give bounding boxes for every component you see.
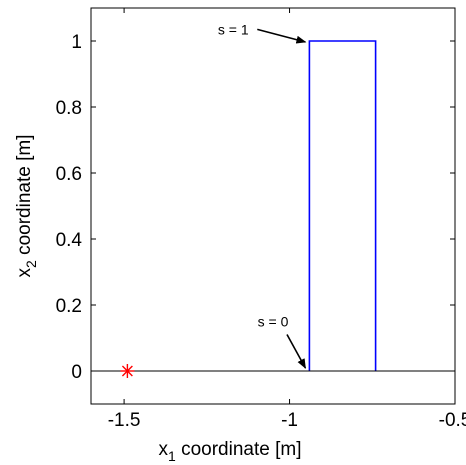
- x-tick-label: -1.5: [108, 410, 141, 431]
- annotation-arrow: [257, 28, 307, 44]
- start-marker: [120, 364, 135, 378]
- plot-frame: [90, 7, 456, 405]
- y-tick-label: 0.4: [56, 230, 83, 251]
- annotation-layer: s = 1 s = 0: [218, 21, 307, 369]
- y-tick-label: 0.6: [56, 164, 82, 185]
- y-axis-ticks: 0 0.2 0.4 0.6 0.8 1: [56, 32, 455, 383]
- annotation-label: s = 1: [218, 21, 249, 37]
- plot-area: [91, 8, 455, 404]
- x-tick-label: -0.5: [439, 410, 466, 431]
- series-layer: [91, 40, 455, 372]
- annotation-arrow: [286, 334, 307, 369]
- annotation-label: s = 0: [258, 313, 289, 329]
- x-axis-label: x1 coordinate [m]: [159, 439, 302, 464]
- y-tick-label: 0: [71, 362, 82, 383]
- y-tick-label: 0.2: [56, 296, 82, 317]
- x-tick-label: -1: [281, 410, 298, 431]
- y-tick-label: 0.8: [56, 98, 82, 119]
- y-tick-label: 1: [71, 32, 82, 53]
- y-axis-label: x2 coordinate [m]: [14, 135, 39, 278]
- x-axis-ticks: -1.5 -1 -0.5: [108, 8, 466, 431]
- path-line: [308, 40, 377, 371]
- marker-layer: [120, 364, 135, 378]
